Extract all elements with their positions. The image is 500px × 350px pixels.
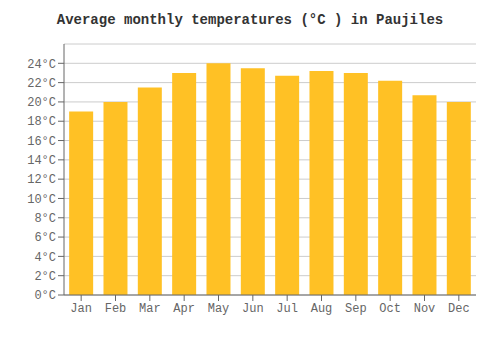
svg-text:Jul: Jul — [276, 302, 298, 316]
svg-text:18°C: 18°C — [27, 115, 56, 129]
svg-text:10°C: 10°C — [27, 193, 56, 207]
svg-text:Apr: Apr — [173, 302, 195, 316]
svg-text:Feb: Feb — [105, 302, 127, 316]
svg-text:2°C: 2°C — [34, 270, 56, 284]
svg-text:Jan: Jan — [70, 302, 92, 316]
svg-text:6°C: 6°C — [34, 231, 56, 245]
svg-text:14°C: 14°C — [27, 154, 56, 168]
svg-text:Dec: Dec — [448, 302, 470, 316]
svg-text:4°C: 4°C — [34, 251, 56, 265]
svg-text:Mar: Mar — [139, 302, 161, 316]
svg-text:16°C: 16°C — [27, 135, 56, 149]
svg-text:Aug: Aug — [311, 302, 333, 316]
svg-text:Jun: Jun — [242, 302, 264, 316]
svg-text:Nov: Nov — [414, 302, 436, 316]
html-text:Average monthly temperatures (: Average monthly temperatures (°C ) in Pa… — [56, 12, 444, 28]
svg-text:22°C: 22°C — [27, 77, 56, 91]
svg-text:Oct: Oct — [379, 302, 401, 316]
svg-text:20°C: 20°C — [27, 96, 56, 110]
svg-text:May: May — [208, 302, 230, 316]
svg-text:Sep: Sep — [345, 302, 367, 316]
svg-text:24°C: 24°C — [27, 58, 56, 72]
svg-text:8°C: 8°C — [34, 212, 56, 226]
svg-text:0°C: 0°C — [34, 289, 56, 303]
svg-text:12°C: 12°C — [27, 173, 56, 187]
